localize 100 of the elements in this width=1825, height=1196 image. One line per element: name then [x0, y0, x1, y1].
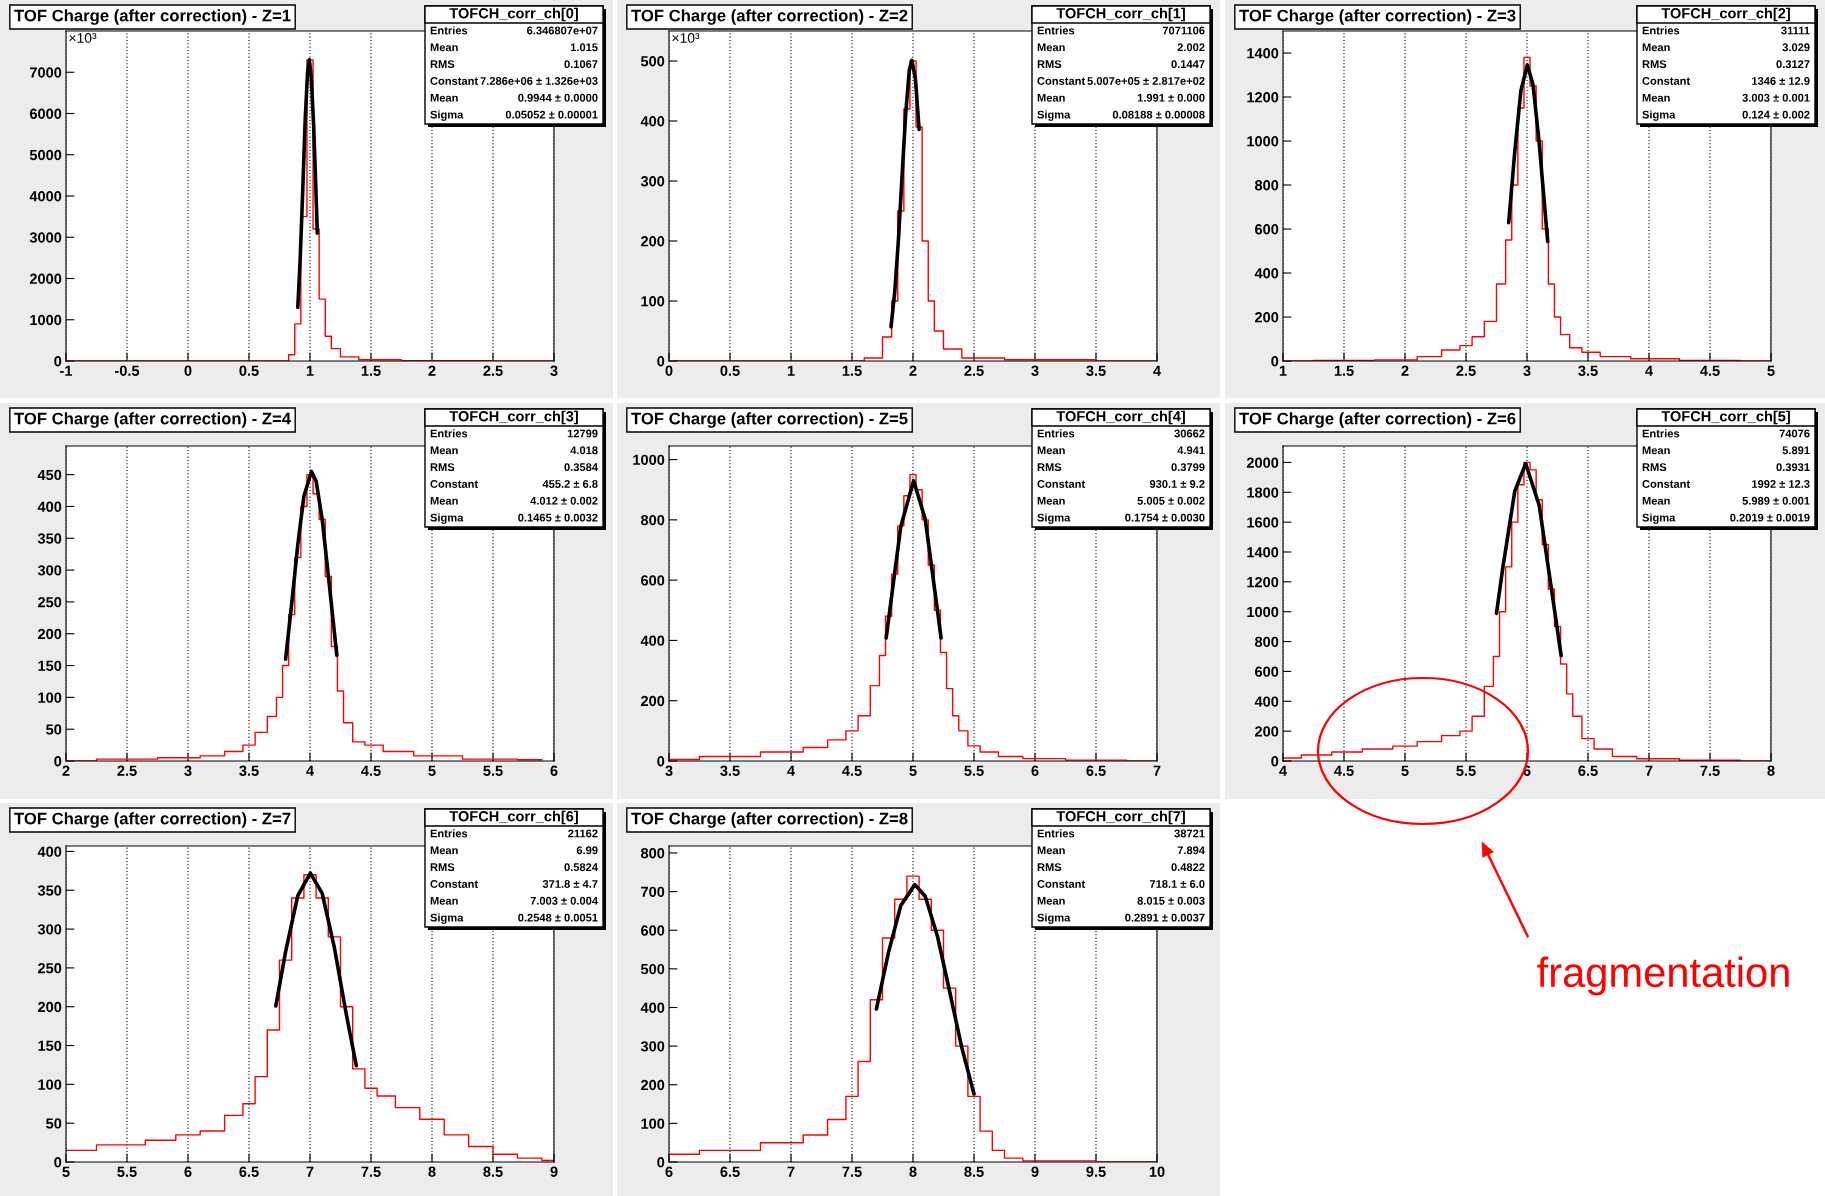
y-tick-label: 600	[641, 575, 665, 586]
text: Entries	[430, 429, 468, 438]
text: TOFCH_corr_ch[7]	[1056, 810, 1185, 825]
y-tick-label: 100	[38, 1079, 62, 1090]
annotation: 5.989 ± 0.001	[1742, 496, 1810, 505]
y-tick-label: 1000	[1247, 606, 1279, 618]
annotation: 1346 ± 12.9	[1752, 77, 1810, 85]
annotation: 0.1465 ± 0.0032	[518, 513, 598, 522]
annotation: Mean	[1037, 496, 1065, 505]
annotation: 5.005 ± 0.002	[1137, 496, 1205, 505]
y-tick-label: 600	[1255, 224, 1279, 235]
x-tick-label: 1.5	[1334, 365, 1354, 376]
annotation: Mean	[430, 846, 458, 855]
y-tick-label: 300	[640, 176, 665, 187]
x-tick-label: 4	[306, 765, 314, 776]
text: Entries	[1642, 429, 1680, 438]
annotation: Sigma	[1642, 513, 1676, 524]
annotation: Mean	[430, 43, 458, 52]
annotation: Mean	[1642, 43, 1670, 52]
annotation: Mean	[1037, 93, 1065, 102]
annotation: ×10³	[69, 33, 97, 43]
x-tick-label: 1	[306, 365, 314, 376]
annotation: 0.124 ± 0.002	[1742, 110, 1810, 119]
text: 0.3931	[1776, 463, 1810, 472]
annotation: Mean	[430, 93, 458, 102]
annotation: Constant	[430, 880, 479, 888]
y-tick-label: 1600	[1247, 517, 1279, 528]
annotation: Sigma	[1037, 513, 1071, 524]
chart-title: TOF Charge (after correction) - Z=3	[1239, 9, 1516, 25]
x-tick-label: 4.5	[1700, 365, 1720, 376]
x-tick-label: 3	[184, 765, 192, 776]
y-tick-label: 200	[38, 628, 62, 640]
text: 2.002	[1177, 43, 1205, 52]
y-tick-label: 600	[641, 925, 665, 936]
annotation: 3.003 ± 0.001	[1742, 93, 1810, 102]
chart-title: TOF Charge (after correction) - Z=5	[631, 412, 908, 428]
annotation: Constant	[1642, 480, 1691, 488]
y-tick-label: 50	[46, 1118, 62, 1129]
text: Entries	[430, 829, 468, 838]
x-tick-label: 6.5	[1086, 765, 1106, 776]
y-tick-label: 700	[641, 886, 665, 898]
y-tick-label: 0	[54, 756, 62, 767]
x-tick-label: 2.5	[964, 365, 984, 376]
x-tick-label: 4.5	[842, 765, 862, 776]
x-tick-label: 5.5	[117, 1166, 137, 1177]
x-tick-label: 8	[1767, 765, 1775, 776]
x-tick-label: 7	[787, 1166, 795, 1177]
x-tick-label: 3.5	[1578, 365, 1598, 376]
y-tick-label: 450	[37, 469, 62, 481]
y-tick-label: 100	[38, 692, 62, 703]
y-tick-label: 250	[38, 963, 62, 974]
y-tick-label: 400	[640, 1002, 665, 1013]
x-tick-label: 7	[306, 1166, 314, 1177]
y-tick-label: 500	[640, 56, 665, 67]
x-tick-label: 8.5	[964, 1166, 984, 1177]
x-tick-label: 1.5	[361, 365, 381, 376]
text: 0.5824	[564, 863, 598, 872]
y-tick-label: 600	[1255, 666, 1279, 677]
text: TOFCH_corr_ch[0]	[449, 7, 578, 22]
x-tick-label: 5.5	[964, 765, 984, 776]
x-tick-label: 8	[428, 1166, 436, 1177]
text: 6.99	[576, 846, 598, 855]
annotation: 7.286e+06 ± 1.326e+03	[480, 77, 598, 85]
x-tick-label: 6	[184, 1166, 192, 1177]
x-tick-label: 6.5	[720, 1166, 740, 1177]
y-tick-label: 1400	[1247, 547, 1279, 558]
x-tick-label: 4.5	[1334, 765, 1354, 776]
y-tick-label: 2000	[1246, 457, 1279, 468]
x-tick-label: 8	[909, 1166, 917, 1177]
x-tick-label: 7.5	[842, 1166, 862, 1177]
y-tick-label: 350	[37, 885, 62, 896]
annotation: Mean	[1037, 446, 1065, 455]
x-tick-label: 10	[1149, 1166, 1165, 1177]
annotation: RMS	[1642, 60, 1667, 69]
x-tick-label: 5	[1767, 365, 1775, 376]
x-tick-label: 0	[665, 365, 673, 376]
y-tick-label: 6000	[29, 108, 62, 119]
annotation: Entries	[1037, 26, 1075, 35]
annotation: 0.2891 ± 0.0037	[1125, 913, 1205, 922]
y-tick-label: 1000	[30, 314, 62, 326]
text: 1.015	[570, 43, 598, 52]
x-tick-label: 6	[1031, 765, 1039, 776]
x-tick-label: 2.5	[483, 365, 503, 376]
y-tick-label: 800	[640, 514, 665, 526]
y-tick-label: 50	[46, 724, 62, 735]
y-tick-label: 150	[38, 660, 62, 671]
annotation: 0.08188 ± 0.00008	[1112, 110, 1205, 119]
x-tick-label: 1.5	[842, 365, 862, 376]
text: 0.1067	[564, 60, 598, 69]
x-tick-label: 5	[62, 1166, 70, 1177]
y-tick-label: 7000	[30, 67, 62, 78]
x-tick-label: 3.5	[1086, 365, 1106, 376]
y-tick-label: 400	[1254, 696, 1279, 707]
x-tick-label: 2	[909, 365, 917, 376]
x-tick-label: 4.5	[361, 765, 381, 776]
annotation: Mean	[1642, 496, 1670, 505]
y-tick-label: 300	[37, 565, 62, 576]
y-tick-label: 500	[640, 963, 665, 975]
y-tick-label: 3000	[29, 232, 62, 243]
annotation: Mean	[430, 496, 458, 505]
